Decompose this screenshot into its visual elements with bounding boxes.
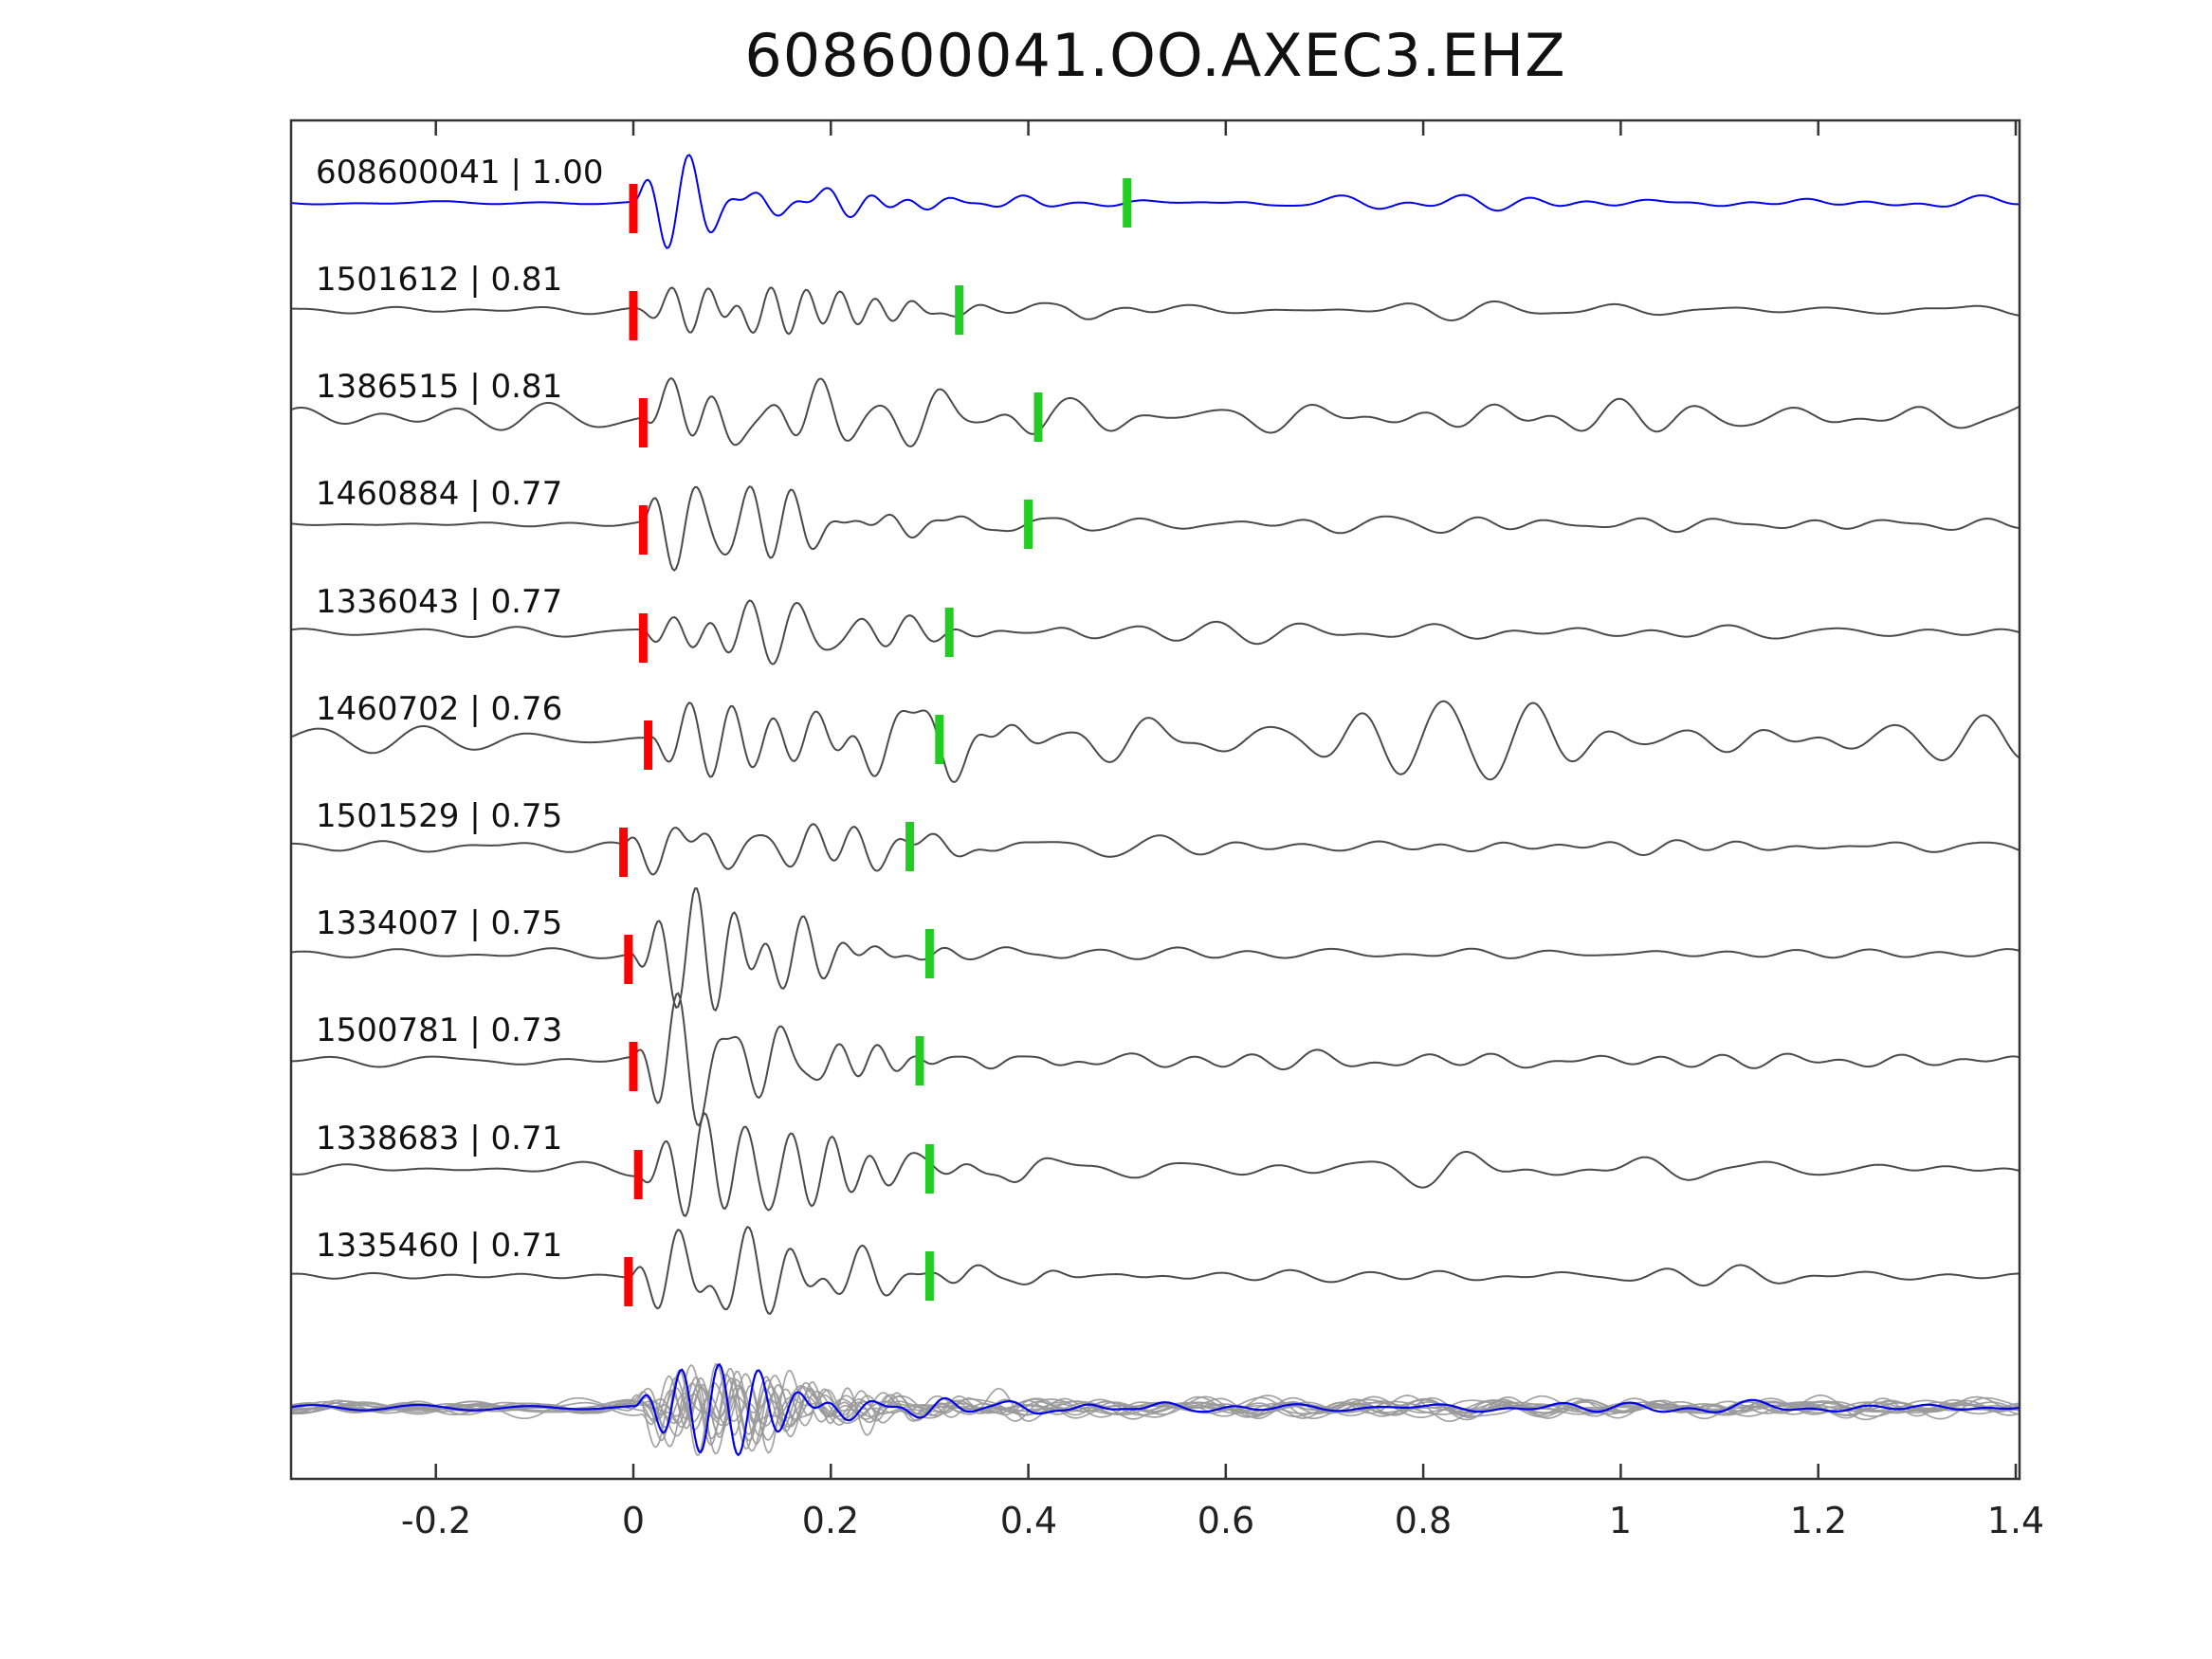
trace-label: 1336043 | 0.77 (316, 583, 563, 621)
red-pick-marker (624, 1257, 633, 1306)
red-pick-marker (624, 935, 633, 984)
axes-box (289, 118, 2021, 1481)
waveform-trace-1335460 (291, 1225, 2020, 1316)
x-tick-label: 1 (1608, 1500, 1633, 1541)
x-tick-label: -0.2 (400, 1500, 472, 1541)
red-pick-marker (644, 720, 653, 770)
red-pick-marker (638, 398, 648, 447)
waveform-trace-1386515 (291, 377, 2020, 447)
x-tick-label: 1.4 (1986, 1500, 2045, 1541)
stack-gray-trace (291, 1375, 2020, 1442)
green-pick-marker (1024, 500, 1033, 549)
trace-label: 1334007 | 0.75 (316, 904, 563, 942)
stack-gray-trace (291, 1363, 2020, 1456)
red-pick-marker (629, 184, 638, 233)
green-pick-marker (915, 1036, 924, 1085)
green-pick-marker (944, 608, 954, 657)
figure-title: 608600041.OO.AXEC3.EHZ (744, 21, 1566, 90)
stack-gray-trace (291, 1381, 2020, 1437)
waveform-trace-1501529 (291, 823, 2020, 876)
trace-label: 1335460 | 0.71 (316, 1227, 563, 1265)
green-pick-marker (1033, 392, 1043, 442)
trace-label: 1386515 | 0.81 (316, 368, 563, 406)
waveform-trace-1500781 (291, 992, 2020, 1127)
stack-gray-trace (291, 1373, 2020, 1450)
green-pick-marker (924, 1251, 934, 1301)
red-pick-marker (619, 828, 629, 877)
trace-label: 1501612 | 0.81 (316, 261, 563, 299)
red-pick-marker (629, 1042, 638, 1091)
waveform-trace-1460884 (291, 485, 2020, 572)
red-pick-marker (629, 291, 638, 340)
x-tick-label: 0.4 (999, 1500, 1058, 1541)
x-tick-label: 0.6 (1197, 1500, 1255, 1541)
waveform-trace-1334007 (291, 887, 2020, 1012)
trace-label: 1460702 | 0.76 (316, 690, 563, 728)
stack-gray-trace (291, 1376, 2020, 1455)
trace-label: 1501529 | 0.75 (316, 797, 563, 835)
green-pick-marker (935, 715, 944, 764)
trace-label: 1338683 | 0.71 (316, 1120, 563, 1158)
red-pick-marker (638, 613, 648, 663)
trace-label: 1500781 | 0.73 (316, 1012, 563, 1049)
waveform-trace-1501612 (291, 286, 2020, 336)
x-tick-label: 0.2 (801, 1500, 860, 1541)
waveform-trace-608600041 (291, 154, 2020, 249)
x-tick-label: 0.8 (1394, 1500, 1453, 1541)
stack-gray-trace (291, 1381, 2020, 1431)
trace-label: 1460884 | 0.77 (316, 475, 563, 513)
green-pick-marker (905, 822, 915, 871)
green-pick-marker (924, 929, 934, 978)
green-pick-marker (1123, 178, 1132, 228)
red-pick-marker (633, 1150, 643, 1199)
waveform-trace-1336043 (291, 599, 2020, 665)
green-pick-marker (924, 1144, 934, 1194)
waveform-trace-1460702 (291, 700, 2020, 784)
x-tick-label: 0 (621, 1500, 646, 1541)
trace-label: 608600041 | 1.00 (316, 154, 604, 191)
x-tick-label: 1.2 (1789, 1500, 1848, 1541)
waveform-trace-1338683 (291, 1111, 2020, 1217)
red-pick-marker (638, 505, 648, 555)
stack-template-trace (291, 1362, 2020, 1457)
traces-layer (291, 154, 2020, 1457)
green-pick-marker (955, 285, 964, 335)
